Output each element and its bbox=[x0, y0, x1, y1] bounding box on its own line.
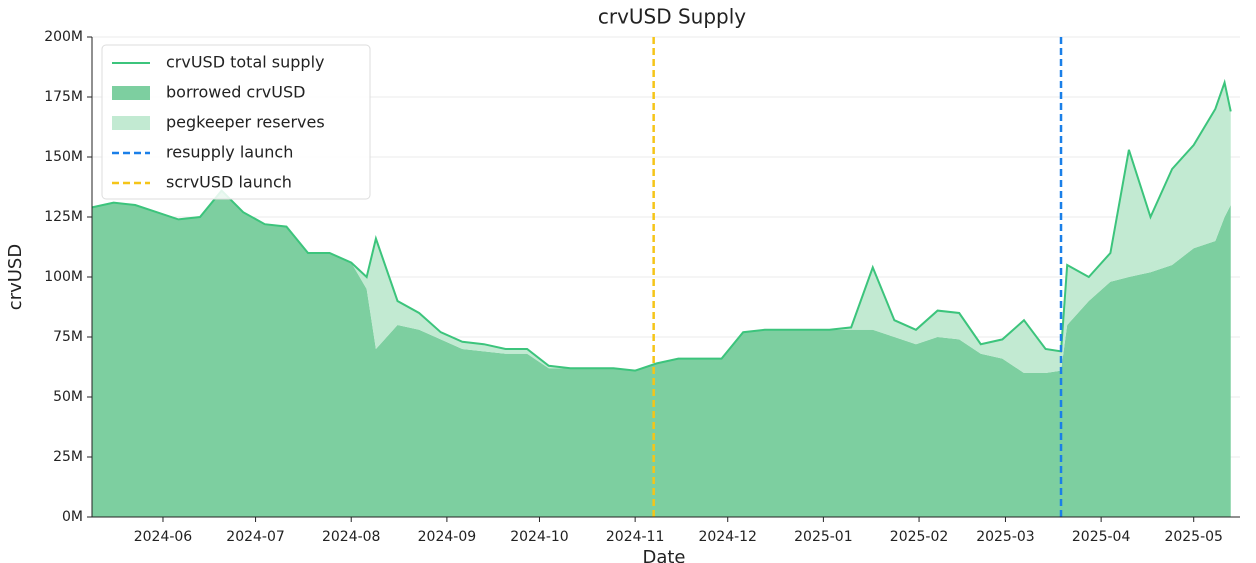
legend-swatch bbox=[112, 116, 150, 130]
x-tick-label: 2025-03 bbox=[976, 529, 1035, 545]
y-tick-label: 125M bbox=[44, 209, 83, 225]
x-tick-label: 2025-01 bbox=[794, 529, 853, 545]
y-tick-label: 0M bbox=[62, 509, 83, 525]
y-tick-label: 175M bbox=[44, 89, 83, 105]
x-tick-label: 2024-06 bbox=[134, 529, 193, 545]
x-tick-label: 2024-09 bbox=[418, 529, 477, 545]
area bbox=[92, 82, 1231, 373]
y-tick-label: 200M bbox=[44, 29, 83, 45]
legend-label: pegkeeper reserves bbox=[166, 113, 325, 132]
line bbox=[91, 78, 1232, 372]
x-tick-label: 2025-05 bbox=[1164, 529, 1223, 545]
legend: crvUSD total supply borrowed crvUSD pegkee… bbox=[101, 44, 371, 200]
x-axis-label: Date bbox=[642, 547, 685, 563]
y-tick-label: 25M bbox=[53, 449, 83, 465]
y-axis-label: crvUSD bbox=[5, 244, 26, 310]
x-tick-label: 2024-10 bbox=[510, 529, 569, 545]
x-tick-label: 2024-11 bbox=[606, 529, 665, 545]
x-tick-label: 2024-08 bbox=[322, 529, 381, 545]
y-tick-label: 50M bbox=[53, 389, 83, 405]
legend-box bbox=[101, 44, 371, 200]
legend-label: scrvUSD launch bbox=[166, 173, 292, 192]
chart-title: crvUSD Supply bbox=[598, 5, 746, 29]
legend-label: borrowed crvUSD bbox=[166, 83, 305, 102]
x-tick-label: 2025-02 bbox=[890, 529, 949, 545]
x-tick-label: 2024-07 bbox=[226, 529, 285, 545]
y-tick-label: 75M bbox=[53, 329, 83, 345]
legend-label: resupply launch bbox=[166, 143, 293, 162]
x-tick-label: 2024-12 bbox=[698, 529, 757, 545]
legend-label: crvUSD total supply bbox=[166, 53, 325, 72]
legend-swatch bbox=[112, 86, 150, 100]
y-tick-label: 100M bbox=[44, 269, 83, 285]
x-tick-label: 2025-04 bbox=[1072, 529, 1131, 545]
area bbox=[92, 190, 1231, 517]
y-tick-label: 150M bbox=[44, 149, 83, 165]
